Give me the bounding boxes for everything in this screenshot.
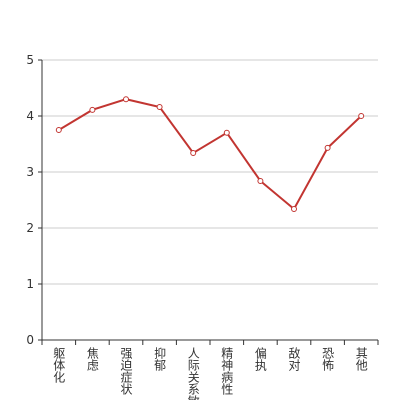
x-tick-label: 抑郁 (153, 346, 167, 372)
line (58, 98, 362, 211)
point (55, 127, 62, 133)
y-tick-label: 0 (26, 333, 34, 347)
y-tick-label: 1 (26, 277, 34, 291)
y-tick-label: 5 (26, 53, 34, 67)
point (190, 149, 197, 156)
x-tick-label: 恐怖 (321, 347, 335, 371)
x-tick-label: 强迫症状 (119, 347, 133, 395)
x-tick-label: 其他 (354, 347, 368, 371)
x-tick-label: 偏执 (253, 346, 267, 372)
point (257, 177, 264, 184)
point (156, 104, 163, 111)
y-tick-label: 2 (26, 221, 34, 235)
point (223, 129, 230, 136)
point (358, 113, 365, 119)
x-tick-label: 敌对 (287, 346, 301, 371)
y-tick-label: 4 (26, 109, 34, 123)
x-tick-label: 焦虑 (85, 347, 99, 371)
x-tick-label: 躯体化 (52, 346, 66, 384)
y-tick-label: 3 (26, 165, 34, 179)
x-tick-label: 人际关系敏感 (186, 347, 200, 400)
point (123, 96, 129, 103)
point (89, 106, 96, 113)
x-tick-label: 精神病性 (220, 347, 234, 396)
point (291, 205, 297, 212)
point (324, 144, 331, 151)
